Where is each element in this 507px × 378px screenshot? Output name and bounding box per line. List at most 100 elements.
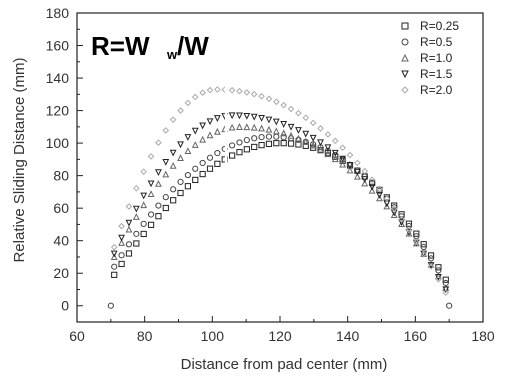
- data-point: [169, 116, 177, 123]
- data-point: [273, 133, 280, 140]
- data-point: [125, 219, 133, 227]
- data-point: [287, 105, 295, 113]
- data-point: [184, 99, 192, 107]
- data-point: [324, 150, 332, 158]
- data-point: [184, 171, 191, 179]
- data-point: [236, 87, 243, 95]
- data-point: [206, 118, 214, 126]
- data-point: [133, 240, 140, 247]
- data-point: [369, 180, 376, 187]
- data-point: [383, 202, 391, 210]
- data-point: [229, 152, 236, 159]
- data-point: [361, 179, 369, 187]
- data-point: [361, 167, 369, 175]
- legend-marker: [401, 38, 409, 46]
- data-point: [295, 109, 302, 117]
- data-point: [295, 134, 302, 142]
- data-point: [376, 185, 383, 193]
- data-point: [272, 127, 280, 135]
- data-point: [280, 121, 288, 128]
- x-tick-label: 140: [336, 328, 360, 344]
- formula-annotation: R=W w /W: [91, 31, 209, 62]
- data-point: [446, 302, 453, 309]
- data-point: [118, 239, 125, 246]
- data-point: [302, 114, 310, 122]
- data-point: [199, 89, 206, 96]
- formula-subscript: w: [166, 47, 178, 62]
- data-point: [295, 136, 302, 143]
- data-point: [155, 139, 162, 146]
- data-point: [368, 183, 376, 191]
- data-point: [243, 89, 251, 96]
- data-point: [405, 220, 413, 227]
- legend-label: R=1.5: [420, 67, 453, 81]
- data-point: [191, 141, 199, 148]
- data-point: [250, 113, 258, 121]
- data-point: [140, 220, 147, 228]
- data-point: [162, 127, 170, 134]
- data-point: [133, 230, 140, 237]
- data-point: [339, 144, 346, 152]
- data-point: [236, 112, 243, 120]
- data-point: [317, 145, 324, 153]
- y-tick-label: 140: [46, 70, 70, 86]
- data-point: [273, 98, 280, 106]
- data-point: [184, 134, 192, 141]
- data-layer: [107, 14, 453, 321]
- data-point: [111, 271, 118, 278]
- data-point: [110, 243, 118, 251]
- data-point: [420, 243, 427, 251]
- data-point: [177, 107, 184, 114]
- data-point: [110, 253, 118, 261]
- data-point: [265, 125, 273, 133]
- data-point: [368, 176, 376, 184]
- x-tick-label: 180: [471, 328, 495, 344]
- series-R=1.0: [110, 123, 450, 291]
- data-point: [199, 135, 207, 143]
- legend-label: R=0.5: [420, 35, 453, 49]
- data-point: [125, 241, 133, 248]
- data-point: [191, 93, 199, 101]
- data-point: [192, 176, 199, 184]
- data-point: [427, 263, 435, 270]
- x-tick-label: 60: [69, 328, 85, 344]
- series-R=0.25: [111, 140, 449, 283]
- data-point: [155, 213, 162, 220]
- data-point: [287, 131, 295, 139]
- data-point: [162, 194, 169, 201]
- data-point: [265, 95, 273, 103]
- data-point: [427, 252, 435, 259]
- data-point: [413, 238, 420, 246]
- data-point: [118, 222, 125, 230]
- data-point: [376, 191, 383, 199]
- data-point: [346, 151, 354, 159]
- data-point: [169, 161, 177, 169]
- data-point: [324, 131, 332, 138]
- y-tick-label: 60: [53, 200, 69, 216]
- data-point: [258, 142, 265, 149]
- data-point: [405, 222, 413, 230]
- data-point: [258, 93, 265, 100]
- data-point: [442, 289, 450, 297]
- y-tick-label: 80: [53, 168, 69, 184]
- y-tick-label: 100: [46, 135, 70, 151]
- data-point: [184, 183, 191, 190]
- data-point: [405, 227, 413, 234]
- data-point: [435, 264, 442, 271]
- data-point: [398, 220, 405, 227]
- data-point: [339, 160, 347, 168]
- data-point: [191, 127, 199, 135]
- x-tick-label: 80: [137, 328, 153, 344]
- data-point: [107, 302, 114, 309]
- formula-tail: /W: [177, 31, 209, 61]
- data-point: [118, 260, 125, 268]
- data-point: [206, 86, 214, 94]
- data-point: [243, 146, 250, 153]
- data-point: [229, 142, 236, 149]
- formula-main: R=W: [91, 31, 150, 61]
- data-point: [309, 119, 317, 127]
- data-point: [398, 215, 405, 223]
- y-tick-label: 160: [46, 38, 70, 54]
- y-tick-label: 0: [61, 298, 69, 314]
- data-point: [250, 90, 258, 98]
